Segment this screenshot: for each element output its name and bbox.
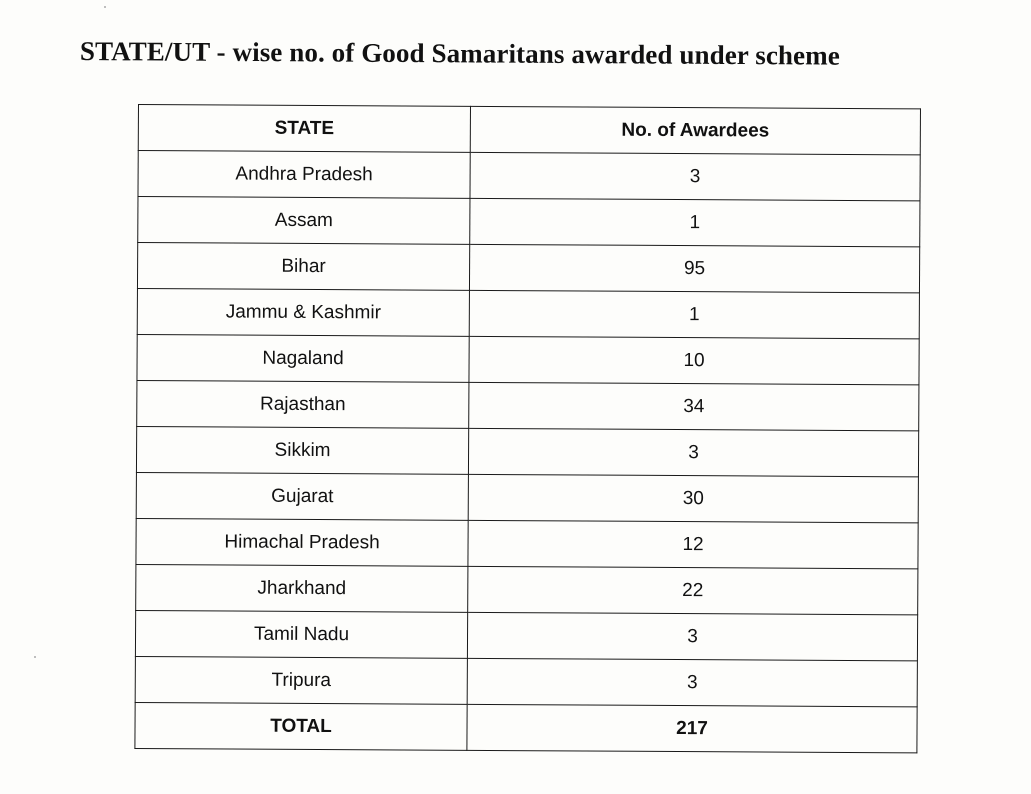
table-header-row: STATE No. of Awardees: [138, 104, 921, 155]
header-awardees: No. of Awardees: [470, 106, 921, 155]
awardees-cell: 12: [467, 520, 919, 569]
total-value: 217: [466, 704, 918, 753]
state-cell: Assam: [137, 196, 470, 245]
awardees-cell: 10: [468, 336, 920, 385]
awardees-cell: 30: [468, 474, 919, 523]
state-cell: Sikkim: [136, 426, 469, 475]
table-row: Tamil Nadu 3: [135, 610, 918, 661]
scan-speck: [104, 6, 106, 8]
total-label: TOTAL: [134, 702, 468, 751]
awardees-cell: 95: [469, 244, 920, 293]
table-row: Gujarat 30: [136, 472, 919, 523]
table-row: Sikkim 3: [136, 426, 919, 477]
awardees-cell: 34: [468, 382, 919, 431]
awardees-table: STATE No. of Awardees Andhra Pradesh 3 As…: [134, 104, 921, 753]
scan-speck: [34, 656, 36, 658]
table-row: Assam 1: [137, 196, 920, 247]
state-cell: Andhra Pradesh: [137, 150, 471, 199]
awardees-cell: 3: [468, 428, 919, 477]
awardees-cell: 1: [469, 290, 920, 339]
table-row: Rajasthan 34: [136, 380, 919, 431]
state-cell: Himachal Pradesh: [135, 518, 469, 567]
table-row: Jharkhand 22: [135, 564, 918, 615]
table-row: Jammu & Kashmir 1: [137, 288, 920, 339]
table-row: Andhra Pradesh 3: [137, 150, 921, 201]
awardees-cell: 22: [467, 566, 918, 615]
table-row: Nagaland 10: [136, 334, 920, 385]
table-row: Tripura 3: [135, 656, 918, 707]
awardees-table-container: STATE No. of Awardees Andhra Pradesh 3 As…: [134, 104, 921, 753]
state-cell: Nagaland: [136, 334, 470, 383]
state-cell: Rajasthan: [136, 380, 469, 429]
state-cell: Jharkhand: [135, 564, 468, 613]
header-state: STATE: [138, 104, 471, 153]
awardees-cell: 3: [467, 658, 918, 707]
state-cell: Tamil Nadu: [135, 610, 468, 659]
table-row: Himachal Pradesh 12: [135, 518, 919, 569]
document-title: STATE/UT - wise no. of Good Samaritans a…: [79, 36, 840, 71]
total-row: TOTAL 217: [134, 702, 918, 753]
state-cell: Gujarat: [136, 472, 469, 521]
state-cell: Bihar: [137, 242, 470, 291]
state-cell: Tripura: [135, 656, 468, 705]
awardees-cell: 3: [469, 152, 921, 201]
table-row: Bihar 95: [137, 242, 920, 293]
awardees-cell: 1: [469, 198, 920, 247]
state-cell: Jammu & Kashmir: [137, 288, 470, 337]
awardees-cell: 3: [467, 612, 918, 661]
